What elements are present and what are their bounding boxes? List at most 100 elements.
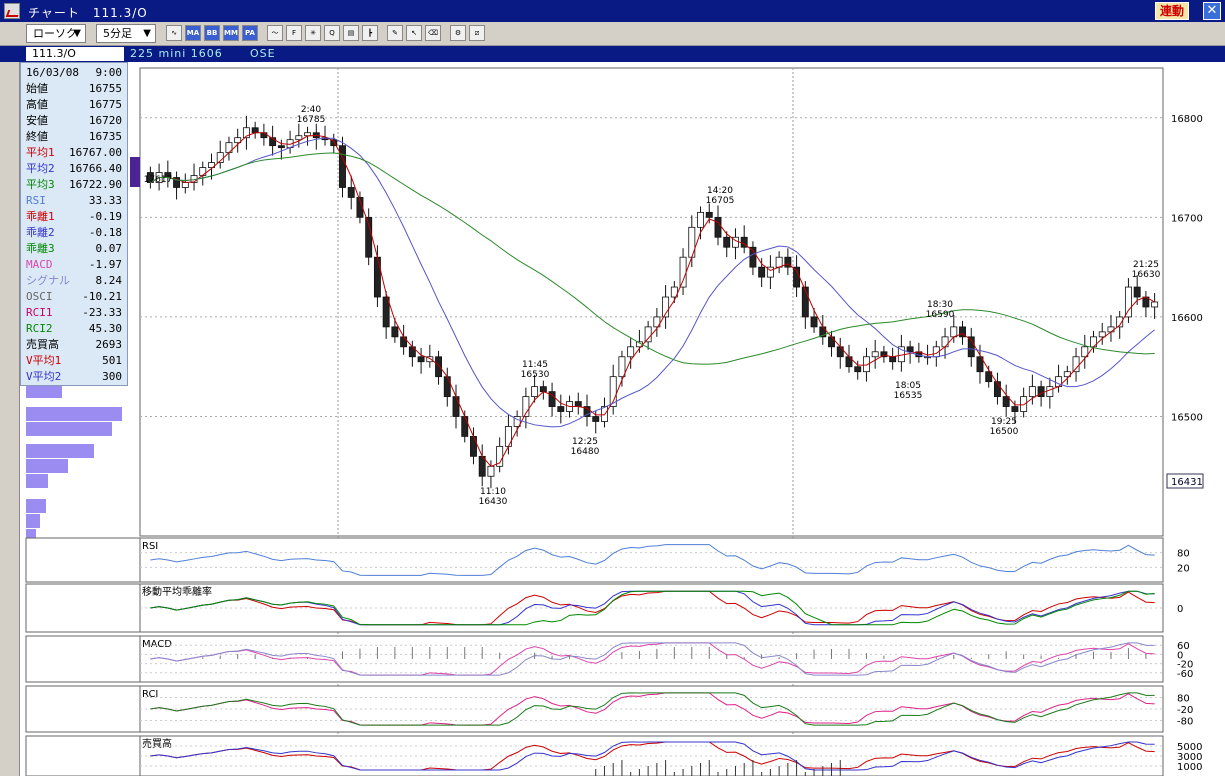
indicator-tick-label: 80 bbox=[1177, 549, 1190, 560]
price-marker bbox=[130, 157, 140, 187]
candle-body bbox=[173, 177, 181, 188]
info-value: 16766.40 bbox=[69, 162, 122, 175]
volume-profile-bar bbox=[26, 384, 62, 398]
candle-body bbox=[758, 266, 766, 278]
bb-icon[interactable]: BB bbox=[204, 25, 220, 41]
candle-body bbox=[1037, 386, 1045, 397]
symbol-code-field[interactable]: 111.3/O bbox=[26, 47, 124, 61]
info-row: 安値 16720 bbox=[21, 113, 127, 129]
candle-body bbox=[679, 256, 687, 288]
candle-body bbox=[522, 396, 530, 417]
candle-body bbox=[941, 336, 949, 348]
candle-body bbox=[784, 256, 792, 268]
interval-dropdown[interactable]: 5分足 ▼ bbox=[96, 24, 156, 43]
info-row: シグナル 8.24 bbox=[21, 273, 127, 289]
info-value: 16720 bbox=[88, 114, 122, 127]
candle-body bbox=[1046, 386, 1054, 397]
candle-body bbox=[836, 346, 844, 358]
indicator-series-line bbox=[150, 741, 1155, 771]
candle-body bbox=[373, 256, 381, 298]
candle-body bbox=[697, 211, 704, 228]
info-value: -23.33 bbox=[82, 306, 122, 319]
ma-icon[interactable]: MA bbox=[185, 25, 201, 41]
info-row: 高値 16775 bbox=[21, 97, 127, 113]
candle-body bbox=[330, 139, 338, 147]
info-value: -0.18 bbox=[88, 226, 122, 239]
bar-settings-icon[interactable]: ┣ bbox=[362, 25, 378, 41]
indicator-tick-label: 60 bbox=[1177, 641, 1190, 652]
close-icon[interactable]: ✕ bbox=[1203, 2, 1221, 20]
info-label: RSI bbox=[26, 194, 46, 207]
info-label: 平均2 bbox=[26, 162, 55, 175]
volume-profile-bar bbox=[26, 529, 36, 543]
chart-area[interactable]: 16800167001660016500164312:401678511:451… bbox=[20, 62, 1225, 776]
price-tick-label: 16700 bbox=[1171, 213, 1203, 224]
info-value: -10.21 bbox=[82, 290, 122, 303]
interval-label: 5分足 bbox=[103, 27, 132, 40]
info-row: 平均1 16767.00 bbox=[21, 145, 127, 161]
candle-body bbox=[828, 336, 835, 348]
candle-body bbox=[1124, 286, 1132, 318]
zoom-icon[interactable]: Q bbox=[324, 25, 340, 41]
pa-icon[interactable]: PA bbox=[242, 25, 258, 41]
info-row: MACD -1.97 bbox=[21, 257, 127, 273]
current-price-label: 16431 bbox=[1171, 477, 1203, 488]
info-label: 売買高 bbox=[26, 338, 59, 351]
indicator-panel-frame bbox=[25, 537, 1164, 583]
info-label: 高値 bbox=[26, 98, 48, 111]
link-button[interactable]: 連動 bbox=[1154, 2, 1189, 20]
indicator-tick-label: 20 bbox=[1177, 563, 1190, 574]
indicator-icon[interactable]: ∿ bbox=[166, 25, 182, 41]
candle-body bbox=[662, 296, 670, 318]
info-row: RCI1 -23.33 bbox=[21, 305, 127, 321]
fibonacci-icon[interactable]: F bbox=[286, 25, 302, 41]
candle-body bbox=[670, 286, 678, 298]
line-chart-icon[interactable]: 〜 bbox=[267, 25, 283, 41]
eraser-icon[interactable]: ⌫ bbox=[425, 25, 441, 41]
pointer-icon[interactable]: ↖ bbox=[406, 25, 422, 41]
pen-icon[interactable]: ✎ bbox=[387, 25, 403, 41]
candle-body bbox=[208, 162, 215, 168]
info-value: 8.24 bbox=[95, 274, 123, 287]
symbol-bar: 111.3/O 225 mini 1606 OSE bbox=[0, 46, 1225, 62]
candle-body bbox=[470, 436, 477, 457]
candle-body bbox=[1116, 316, 1124, 328]
candle-body bbox=[504, 426, 512, 447]
chart-app-icon bbox=[4, 3, 20, 19]
main-panel-frame bbox=[139, 67, 1164, 537]
info-label: 乖離2 bbox=[26, 226, 55, 239]
settings-icon[interactable]: ⚙ bbox=[450, 25, 466, 41]
annotation-price: 16535 bbox=[894, 391, 923, 401]
indicator-panel-title: RSI bbox=[142, 541, 158, 552]
annotation-time: 11:10 bbox=[480, 487, 506, 497]
candle-body bbox=[959, 326, 966, 338]
info-label: 平均1 bbox=[26, 146, 55, 159]
candle-body bbox=[775, 256, 783, 268]
annotation-price: 17617 bbox=[144, 175, 173, 185]
candle-body bbox=[854, 366, 862, 373]
candle-body bbox=[417, 356, 425, 363]
moving-average-2-line bbox=[150, 137, 1155, 428]
info-label: 安値 bbox=[26, 114, 48, 127]
annotation-price: 16630 bbox=[1132, 270, 1161, 280]
info-value: 33.33 bbox=[88, 194, 122, 207]
info-row: 乖離1 -0.19 bbox=[21, 209, 127, 225]
info-value: 16722.90 bbox=[69, 178, 122, 191]
chart-type-dropdown[interactable]: ローソク ▼ bbox=[26, 24, 86, 43]
candle-body bbox=[199, 167, 207, 176]
candle-body bbox=[234, 137, 242, 144]
mme-icon[interactable]: MME bbox=[223, 25, 239, 41]
info-value: 501 bbox=[102, 354, 122, 367]
no-draw-icon[interactable]: ⧄ bbox=[469, 25, 485, 41]
print-icon[interactable]: ▤ bbox=[343, 25, 359, 41]
info-row: 平均2 16766.40 bbox=[21, 161, 127, 177]
annotation-time: 19:25 bbox=[991, 417, 1017, 427]
indicator-panel-title: 移動平均乖離率 bbox=[142, 585, 212, 598]
candle-body bbox=[242, 127, 250, 139]
crosshair-icon[interactable]: ✳ bbox=[305, 25, 321, 41]
title-bar: チャート 111.3/O 連動 ✕ bbox=[0, 0, 1225, 22]
candle-body bbox=[1081, 346, 1089, 358]
info-label: V平均2 bbox=[26, 370, 62, 383]
candle-body bbox=[627, 346, 635, 358]
